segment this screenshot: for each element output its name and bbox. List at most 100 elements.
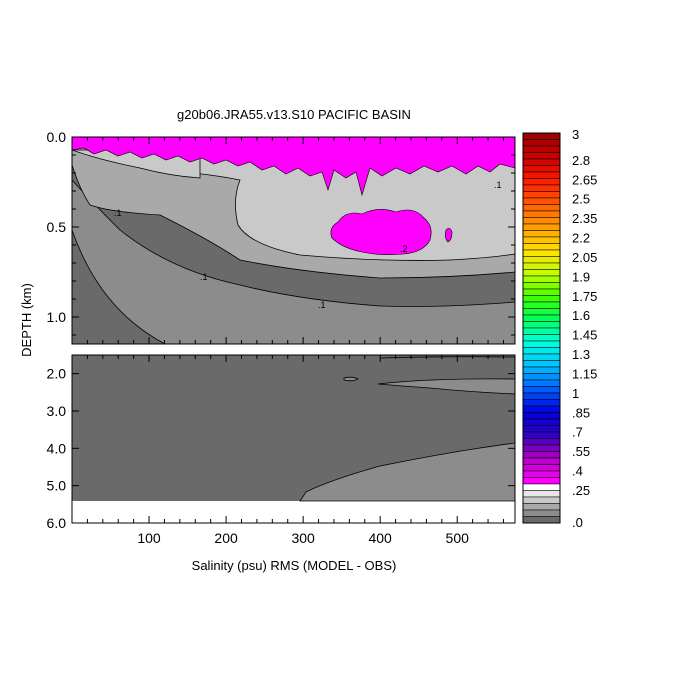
colorbar-box — [522, 334, 561, 342]
colorbar-box — [522, 418, 561, 426]
colorbar-box — [522, 178, 561, 186]
colorbar-label: 1.45 — [572, 328, 597, 343]
colorbar-box — [522, 314, 561, 322]
y-axis-label: DEPTH (km) — [19, 283, 34, 357]
lower-contour-region-deep — [299, 442, 515, 502]
colorbar-box — [522, 379, 561, 387]
colorbar-box — [522, 191, 561, 199]
colorbar-box — [522, 275, 561, 283]
x-tick-label: 300 — [291, 530, 315, 546]
contour-label: .1 — [318, 300, 326, 310]
colorbar-label: 2.8 — [572, 153, 590, 168]
colorbar-label: 2.65 — [572, 172, 597, 187]
y-tick-label: 2.0 — [47, 366, 67, 382]
colorbar-box — [522, 282, 561, 290]
lower-panel — [72, 355, 515, 523]
colorbar-box — [522, 444, 561, 452]
upper-panel-frame — [71, 136, 516, 345]
colorbar-box — [522, 412, 561, 420]
colorbar-box — [522, 366, 561, 374]
colorbar-box — [522, 262, 561, 270]
colorbar-box — [522, 301, 561, 309]
colorbar-box — [522, 184, 561, 192]
colorbar-box — [522, 230, 561, 238]
colorbar-box — [522, 470, 561, 478]
colorbar-box — [522, 204, 561, 212]
x-tick-label: 100 — [137, 530, 161, 546]
lower-contour-small — [343, 376, 359, 382]
y-tick-label: 3.0 — [47, 403, 67, 419]
colorbar-box — [522, 139, 561, 147]
y-tick-label: 4.0 — [47, 440, 67, 456]
colorbar-box — [522, 496, 561, 504]
colorbar-label: .55 — [572, 444, 590, 459]
colorbar-label: 3 — [572, 127, 579, 142]
upper-contour-labels: .1 .1 .1 .1 .2 — [114, 180, 502, 310]
magenta-surface-band — [72, 137, 515, 197]
colorbar-box — [522, 171, 561, 179]
chart-title: g20b06.JRA55.v13.S10 PACIFIC BASIN — [177, 107, 411, 122]
contour-label: .1 — [200, 272, 208, 282]
colorbar-label: 1.9 — [572, 269, 590, 284]
colorbar-box — [522, 197, 561, 205]
colorbar-box — [522, 165, 561, 173]
colorbar-box — [522, 210, 561, 218]
upper-panel: .1 .1 .1 .1 .2 — [72, 137, 515, 344]
x-tick-label: 500 — [446, 530, 470, 546]
colorbar-box — [522, 464, 561, 472]
colorbar-label: 2.5 — [572, 192, 590, 207]
contour-label: .2 — [400, 244, 408, 254]
axis-ticks: 100 200 300 400 500 0.0 0.5 1.0 2.0 3.0 4.0 5.0 6.0 — [47, 129, 515, 546]
colorbar-label: 1.6 — [572, 308, 590, 323]
colorbar-label: .0 — [572, 515, 583, 530]
colorbar-label: 2.35 — [572, 211, 597, 226]
colorbar-label: .85 — [572, 405, 590, 420]
colorbar-box — [522, 288, 561, 296]
colorbar-box — [522, 457, 561, 465]
colorbar-box — [522, 158, 561, 166]
colorbar-box — [522, 152, 561, 160]
colorbar-box — [522, 249, 561, 257]
colorbar-box — [522, 399, 561, 407]
colorbar-box — [522, 269, 561, 277]
y-tick-label: 1.0 — [47, 309, 67, 325]
x-tick-label: 200 — [214, 530, 238, 546]
colorbar-box — [522, 451, 561, 459]
colorbar-box — [522, 503, 561, 511]
colorbar-box — [522, 425, 561, 433]
y-tick-label: 5.0 — [47, 478, 67, 494]
colorbar-box — [522, 386, 561, 394]
y-tick-label: 6.0 — [47, 515, 67, 531]
colorbar-box — [522, 353, 561, 361]
colorbar-label: 1.75 — [572, 289, 597, 304]
colorbar-box — [522, 347, 561, 355]
colorbar-box — [522, 405, 561, 413]
colorbar: 3 2.8 2.65 2.5 2.35 2.2 2.05 1.9 1.75 1.6 1.45 1.3 1… — [522, 127, 597, 530]
colorbar-label: 1.3 — [572, 347, 590, 362]
colorbar-box — [522, 256, 561, 264]
colorbar-box — [522, 236, 561, 244]
colorbar-label: .25 — [572, 483, 590, 498]
colorbar-box — [522, 509, 561, 517]
colorbar-box — [522, 490, 561, 498]
x-axis-label: Salinity (psu) RMS (MODEL - OBS) — [192, 558, 397, 573]
colorbar-box — [522, 217, 561, 225]
colorbar-label: 1 — [572, 386, 579, 401]
colorbar-label: .7 — [572, 425, 583, 440]
colorbar-box — [522, 243, 561, 251]
y-tick-label: 0.5 — [47, 219, 67, 235]
colorbar-label: 2.05 — [572, 250, 597, 265]
colorbar-label: 1.15 — [572, 366, 597, 381]
colorbar-box — [522, 373, 561, 381]
colorbar-box — [522, 483, 561, 491]
contour-label: .1 — [494, 180, 502, 190]
colorbar-box — [522, 477, 561, 485]
magenta-subsurface-patch — [330, 209, 432, 255]
x-tick-label: 400 — [368, 530, 392, 546]
colorbar-box — [522, 431, 561, 439]
colorbar-label: .4 — [572, 464, 583, 479]
colorbar-label: 2.2 — [572, 231, 590, 246]
lower-panel-frame — [71, 354, 516, 524]
colorbar-box — [522, 145, 561, 153]
